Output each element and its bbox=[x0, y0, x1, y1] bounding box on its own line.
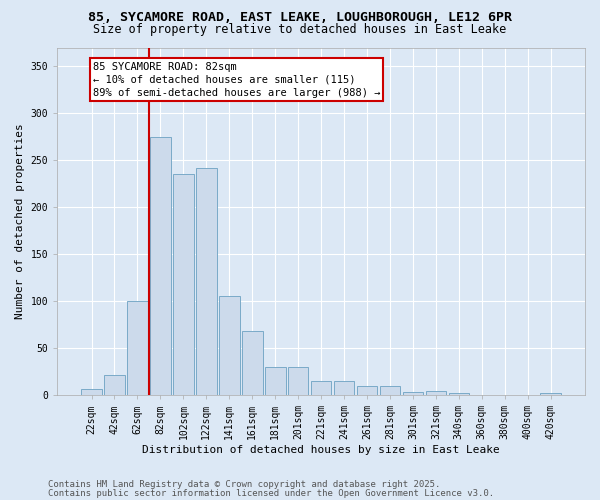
Bar bbox=[311, 381, 331, 395]
Bar bbox=[288, 367, 308, 395]
Bar bbox=[380, 386, 400, 395]
Text: 85 SYCAMORE ROAD: 82sqm
← 10% of detached houses are smaller (115)
89% of semi-d: 85 SYCAMORE ROAD: 82sqm ← 10% of detache… bbox=[92, 62, 380, 98]
Bar bbox=[196, 168, 217, 395]
Bar bbox=[541, 394, 561, 395]
X-axis label: Distribution of detached houses by size in East Leake: Distribution of detached houses by size … bbox=[142, 445, 500, 455]
Bar bbox=[356, 386, 377, 395]
Text: Contains public sector information licensed under the Open Government Licence v3: Contains public sector information licen… bbox=[48, 488, 494, 498]
Bar bbox=[150, 137, 171, 395]
Bar bbox=[173, 174, 194, 395]
Text: Contains HM Land Registry data © Crown copyright and database right 2025.: Contains HM Land Registry data © Crown c… bbox=[48, 480, 440, 489]
Bar bbox=[219, 296, 239, 395]
Text: 85, SYCAMORE ROAD, EAST LEAKE, LOUGHBOROUGH, LE12 6PR: 85, SYCAMORE ROAD, EAST LEAKE, LOUGHBORO… bbox=[88, 11, 512, 24]
Bar bbox=[425, 392, 446, 395]
Y-axis label: Number of detached properties: Number of detached properties bbox=[15, 124, 25, 319]
Bar bbox=[449, 394, 469, 395]
Bar bbox=[81, 388, 102, 395]
Bar bbox=[104, 376, 125, 395]
Bar bbox=[334, 381, 355, 395]
Bar bbox=[242, 332, 263, 395]
Bar bbox=[403, 392, 423, 395]
Bar bbox=[265, 367, 286, 395]
Text: Size of property relative to detached houses in East Leake: Size of property relative to detached ho… bbox=[94, 22, 506, 36]
Bar bbox=[127, 301, 148, 395]
